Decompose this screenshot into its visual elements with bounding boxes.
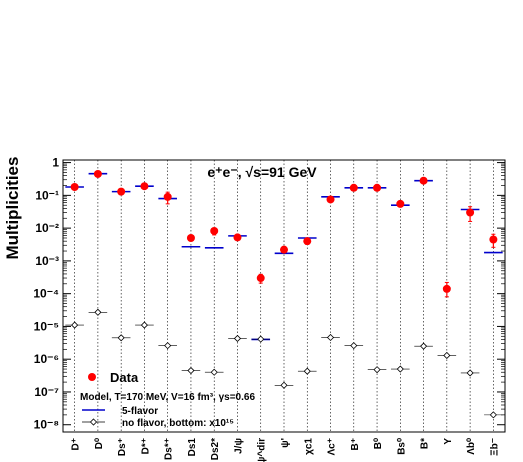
no-flavor-point [233, 334, 242, 343]
no-flavor-point [210, 368, 218, 376]
x-category-label: J/ψ^dir [257, 438, 268, 462]
y-tick-label: 10⁻⁶ [34, 352, 59, 366]
data-point [280, 245, 288, 254]
legend-no-flavor-marker [89, 418, 98, 426]
data-marks [65, 169, 503, 419]
x-category-label: Λb⁰ [466, 438, 477, 455]
data-point [140, 182, 149, 191]
no-flavor-point [117, 334, 125, 342]
x-category-label: Bs⁰ [396, 438, 407, 455]
data-point [373, 183, 382, 192]
x-category-label: D⁰ [94, 438, 105, 449]
x-category-label: Ds2* [210, 438, 221, 460]
data-point [256, 274, 265, 283]
y-tick-label: 10⁻² [35, 221, 59, 235]
legend-model-label: Model, T=170 MeV, V=16 fm³, γs=0.66 [80, 392, 255, 403]
x-category-label: χc1 [303, 438, 314, 455]
y-tick-label: 1 [52, 156, 59, 170]
no-flavor-point [350, 342, 358, 350]
x-category-label: J/ψ [233, 438, 244, 454]
x-category-label: D⁺ [71, 438, 82, 451]
data-point [466, 208, 475, 217]
data-point [349, 183, 358, 192]
x-category-label: B⁰ [373, 438, 384, 449]
y-tick-label: 10⁻⁸ [34, 418, 59, 432]
y-tick-label: 10⁻⁴ [33, 287, 59, 301]
legend-data-marker [88, 373, 96, 381]
no-flavor-point [94, 308, 102, 316]
data-point [489, 235, 498, 244]
y-axis-label: Multiplicities [3, 157, 22, 260]
y-tick-label: 10⁻³ [35, 254, 59, 268]
x-category-label: Υ [443, 438, 454, 445]
data-point [70, 182, 79, 191]
no-flavor-point [280, 381, 288, 389]
no-flavor-point [303, 367, 311, 375]
no-flavor-point [71, 321, 79, 329]
no-flavor-point [187, 366, 195, 375]
no-flavor-point [140, 321, 148, 329]
x-axis-category-labels: D⁺ D⁰ Ds⁺ D*⁺ Ds*⁺ Ds1 Ds2* J/ψ J/ψ^dir ψ' χc1 Λc⁺ B… [71, 438, 501, 462]
x-category-label: B* [420, 438, 431, 449]
x-category-label: Ds1 [187, 438, 198, 457]
no-flavor-point [396, 365, 404, 373]
data-point [396, 199, 405, 208]
no-flavor-point [326, 333, 335, 342]
no-flavor-point [489, 411, 497, 419]
x-category-label: Λc⁺ [327, 438, 338, 456]
data-point [163, 192, 172, 201]
data-point [233, 233, 242, 242]
plot-frame [62, 159, 506, 433]
legend-no-flavor-label: no flavor, bottom: x10¹⁵ [122, 418, 234, 429]
y-tick-label: 10⁻⁷ [34, 385, 59, 399]
data-point [303, 237, 312, 246]
x-category-label: ψ' [280, 438, 291, 448]
x-category-label: D*⁺ [140, 438, 151, 454]
legend-five-flavor-label: 5-flavor [122, 406, 158, 417]
data-point [117, 187, 126, 196]
y-axis-ticks: 10⁻⁸ 10⁻⁷ 10⁻⁶ 10⁻⁵ 10⁻⁴ 10⁻³ 10⁻² 10⁻¹ 1 [33, 156, 505, 432]
no-flavor-point [164, 342, 172, 350]
x-category-label: Ξb⁻ [489, 438, 500, 456]
no-flavor-point [420, 342, 428, 350]
data-point [326, 195, 335, 204]
data-point [186, 233, 195, 242]
no-flavor-point [373, 366, 381, 374]
y-tick-label: 10⁻¹ [35, 188, 59, 202]
legend: Data Model, T=170 MeV, V=16 fm³, γs=0.66… [80, 370, 255, 429]
no-flavor-point [466, 369, 474, 377]
x-category-label: Ds⁺ [117, 438, 128, 456]
x-category-label: Ds*⁺ [164, 438, 175, 460]
x-category-label: B⁺ [350, 438, 361, 451]
no-flavor-point [257, 335, 265, 343]
y-tick-label: 10⁻⁵ [34, 319, 59, 333]
data-point [442, 284, 451, 293]
data-point [210, 226, 219, 235]
legend-data-label: Data [110, 370, 139, 385]
data-point [93, 169, 102, 178]
no-flavor-point [443, 351, 451, 360]
axes [62, 159, 506, 433]
annotation-energy: e⁺e⁻, √s=91 GeV [207, 164, 317, 180]
data-point [419, 176, 428, 185]
